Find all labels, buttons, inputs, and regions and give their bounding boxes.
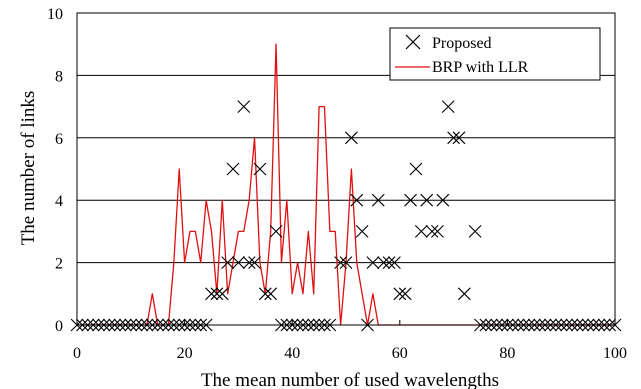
legend-label-brp: BRP with LLR — [432, 59, 529, 76]
proposed-point — [469, 225, 481, 237]
proposed-point — [394, 288, 406, 300]
proposed-point — [238, 101, 250, 113]
y-tick-label: 8 — [55, 68, 63, 85]
x-axis-label: The mean number of used wavelengths — [201, 370, 499, 389]
x-tick-label: 40 — [284, 345, 300, 362]
proposed-point — [265, 288, 277, 300]
legend-label-proposed: Proposed — [432, 35, 492, 52]
legend: Proposed BRP with LLR — [390, 28, 600, 80]
proposed-point — [227, 163, 239, 175]
y-tick-label: 6 — [55, 131, 63, 148]
proposed-point — [410, 163, 422, 175]
proposed-point — [458, 288, 470, 300]
y-axis-label: The number of links — [18, 91, 39, 246]
x-tick-label: 0 — [73, 345, 81, 362]
x-tick-label: 80 — [499, 345, 515, 362]
proposed-point — [415, 225, 427, 237]
y-tick-label: 10 — [47, 6, 63, 23]
y-tick-label: 0 — [55, 318, 63, 335]
proposed-point — [442, 101, 454, 113]
proposed-point — [426, 225, 438, 237]
y-tick-label: 4 — [55, 193, 63, 210]
series-line-brp-with-llr — [77, 44, 615, 325]
proposed-point — [431, 225, 443, 237]
x-tick-label: 100 — [603, 345, 627, 362]
y-tick-label: 2 — [55, 256, 63, 273]
proposed-point — [399, 288, 411, 300]
x-tick-label: 20 — [177, 345, 193, 362]
proposed-point — [356, 225, 368, 237]
series-layer — [71, 44, 621, 331]
proposed-point — [216, 288, 228, 300]
x-tick-label: 60 — [392, 345, 408, 362]
proposed-point — [206, 288, 218, 300]
gridlines — [77, 75, 615, 262]
